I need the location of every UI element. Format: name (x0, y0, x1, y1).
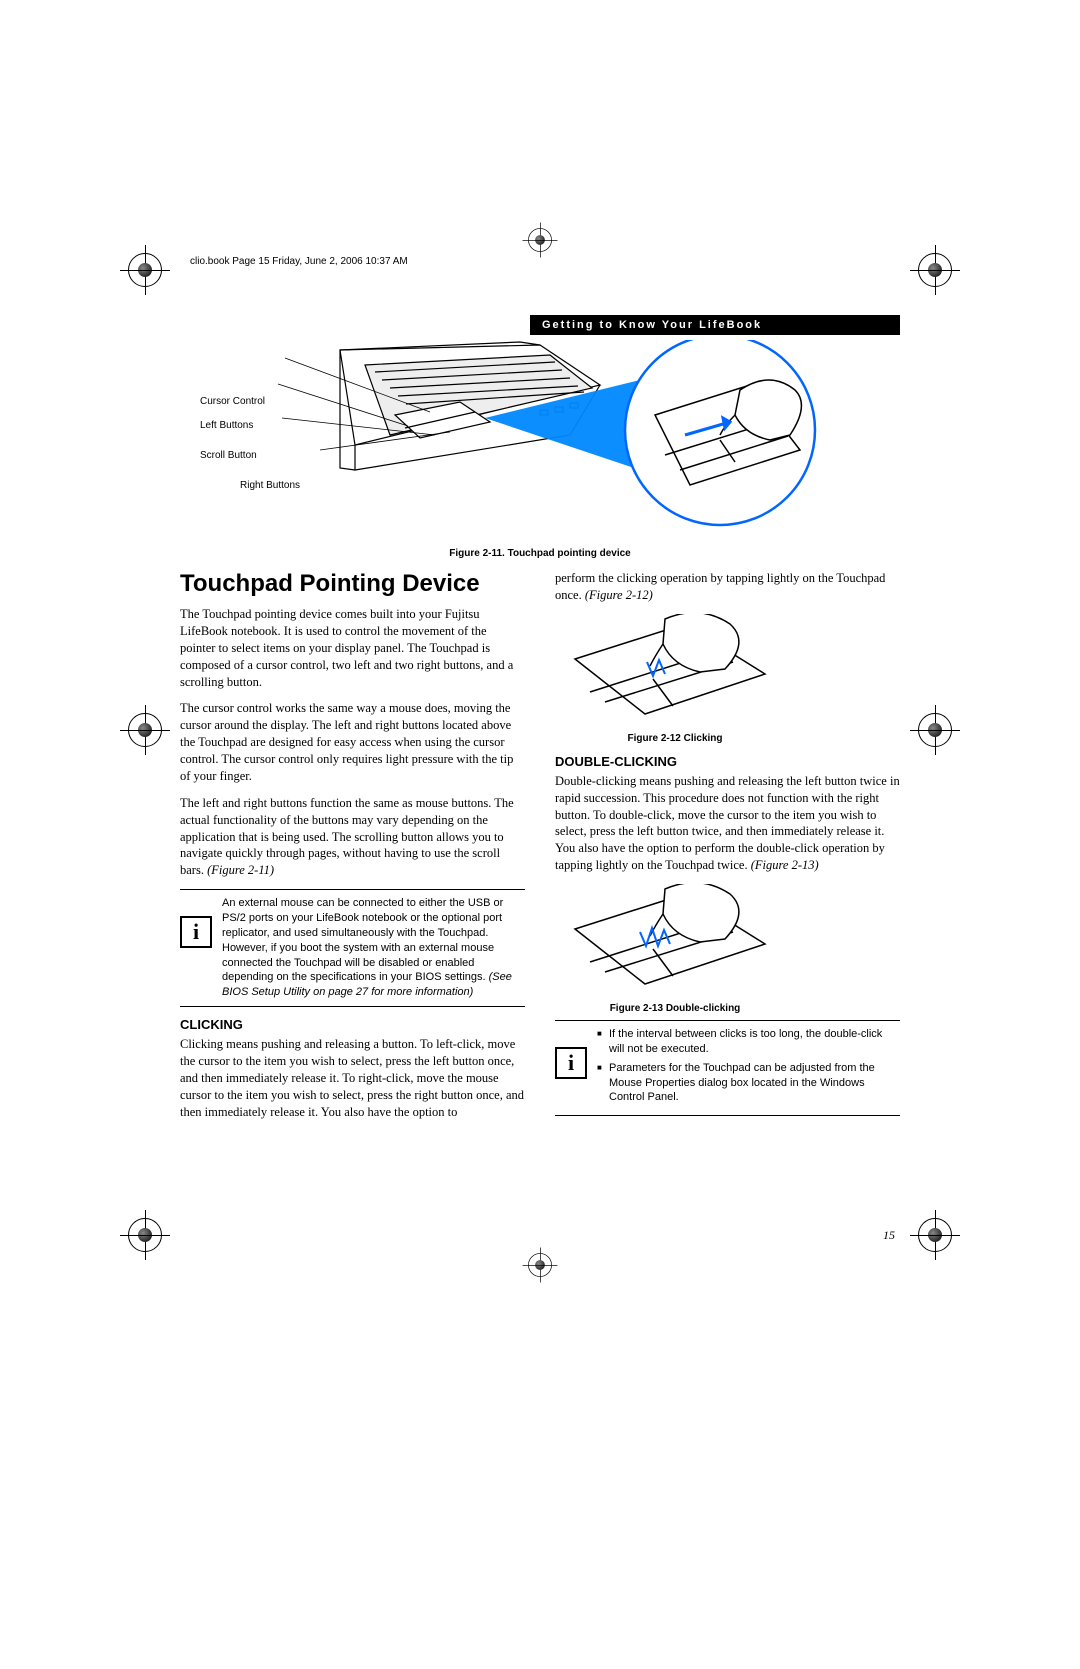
clicking-continued: perform the clicking operation by tappin… (555, 570, 900, 604)
section-header: Getting to Know Your LifeBook (530, 315, 900, 335)
double-click-text: Double-clicking means pushing and releas… (555, 774, 900, 872)
crop-mark (910, 1210, 960, 1260)
info-box-double-click: i If the interval between clicks is too … (555, 1027, 900, 1109)
diagram-labels: Cursor Control Left Buttons Scroll Butto… (200, 390, 300, 498)
info-text: An external mouse can be connected to ei… (222, 896, 525, 1000)
crop-mark (523, 223, 558, 258)
label-cursor-control: Cursor Control (200, 390, 300, 414)
figure-ref-2-11: (Figure 2-11) (207, 863, 274, 877)
info-icon: i (555, 1047, 587, 1079)
crop-mark (910, 705, 960, 755)
label-right-buttons: Right Buttons (240, 474, 300, 498)
double-clicking-paragraph: Double-clicking means pushing and releas… (555, 773, 900, 874)
info-icon: i (180, 916, 212, 948)
info-text: If the interval between clicks is too lo… (597, 1027, 900, 1109)
figure-ref-2-12: (Figure 2-12) (582, 588, 653, 602)
figure-2-11-caption: Figure 2-11. Touchpad pointing device (180, 548, 900, 559)
intro-p3: The left and right buttons function the … (180, 795, 525, 879)
intro-p1: The Touchpad pointing device comes built… (180, 606, 525, 690)
info-box-external-mouse: i An external mouse can be connected to … (180, 896, 525, 1000)
info-list-item: If the interval between clicks is too lo… (597, 1027, 900, 1057)
label-left-buttons: Left Buttons (200, 414, 300, 438)
info-list-item: Parameters for the Touchpad can be adjus… (597, 1061, 900, 1106)
crop-mark (910, 245, 960, 295)
info-text-body: An external mouse can be connected to ei… (222, 897, 503, 983)
divider (555, 1115, 900, 1116)
figure-2-13 (555, 884, 900, 999)
clicking-paragraph: Clicking means pushing and releasing a b… (180, 1036, 525, 1120)
divider (555, 1020, 900, 1021)
divider (180, 889, 525, 890)
crop-mark (120, 1210, 170, 1260)
heading-clicking: CLICKING (180, 1017, 525, 1032)
main-content: Touchpad Pointing Device The Touchpad po… (180, 570, 900, 1130)
intro-p2: The cursor control works the same way a … (180, 700, 525, 784)
figure-2-13-caption: Figure 2-13 Double-clicking (585, 1003, 765, 1014)
figure-ref-2-13: (Figure 2-13) (751, 858, 819, 872)
page-title: Touchpad Pointing Device (180, 570, 525, 598)
column-right: perform the clicking operation by tappin… (555, 570, 900, 1130)
crop-mark (120, 705, 170, 755)
column-left: Touchpad Pointing Device The Touchpad po… (180, 570, 525, 1130)
header-stamp: clio.book Page 15 Friday, June 2, 2006 1… (190, 256, 408, 267)
label-scroll-button: Scroll Button (200, 444, 300, 468)
figure-2-12 (555, 614, 900, 729)
page-number: 15 (883, 1228, 895, 1243)
divider (180, 1006, 525, 1007)
heading-double-clicking: DOUBLE-CLICKING (555, 754, 900, 769)
figure-2-12-caption: Figure 2-12 Clicking (585, 733, 765, 744)
crop-mark (523, 1248, 558, 1283)
crop-mark (120, 245, 170, 295)
